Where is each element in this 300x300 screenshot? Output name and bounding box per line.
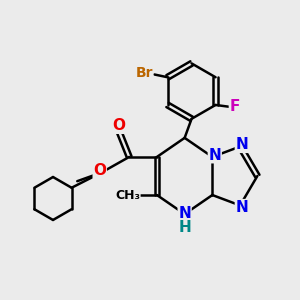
Text: O: O	[93, 163, 106, 178]
Text: F: F	[230, 99, 240, 114]
Text: N: N	[178, 206, 191, 221]
Text: O: O	[112, 118, 125, 133]
Text: H: H	[178, 220, 191, 236]
Text: Br: Br	[135, 66, 153, 80]
Text: N: N	[208, 148, 221, 163]
Text: N: N	[236, 137, 248, 152]
Text: CH₃: CH₃	[115, 188, 140, 202]
Text: N: N	[236, 200, 248, 215]
